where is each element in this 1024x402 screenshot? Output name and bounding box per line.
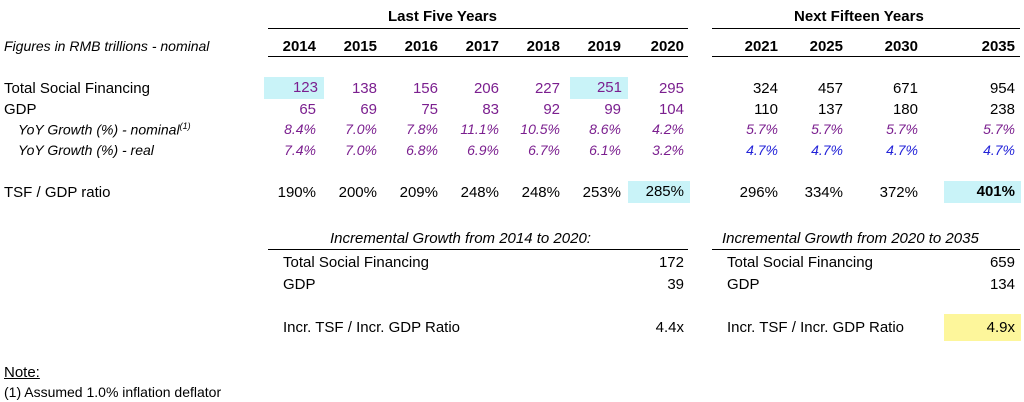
- header-next-fifteen-years: Next Fifteen Years: [794, 8, 924, 25]
- year-header-2015: 2015: [343, 38, 377, 55]
- ratio-cell-2016: 209%: [399, 184, 438, 201]
- year-header-2014: 2014: [282, 38, 316, 55]
- row-label-yoy-real: YoY Growth (%) - real: [18, 142, 154, 158]
- tsf-cell-2019: 251: [570, 77, 628, 99]
- gdp-cell-2018: 92: [543, 101, 560, 118]
- note-heading: Note:: [4, 364, 40, 381]
- header-last-five-years: Last Five Years: [388, 8, 497, 25]
- row-label-tsf: Total Social Financing: [4, 80, 150, 97]
- year-header-2025: 2025: [809, 38, 843, 55]
- incremental-left-tsf-label: Total Social Financing: [283, 254, 429, 271]
- yoy_real-cell-2018: 6.7%: [528, 142, 560, 158]
- incremental-right-ratio-value: 4.9x: [944, 314, 1021, 341]
- yoy_real-cell-2014: 7.4%: [284, 142, 316, 158]
- header-rule-right: [712, 28, 1020, 29]
- incremental-left-gdp-value: 39: [667, 276, 684, 293]
- tsf-cell-2018: 227: [534, 80, 560, 97]
- gdp-cell-2015: 69: [360, 101, 377, 118]
- yoy_real-cell-2019: 6.1%: [589, 142, 621, 158]
- row-label-ratio: TSF / GDP ratio: [4, 184, 111, 201]
- incremental-right-rule: [712, 249, 1020, 250]
- incremental-left-tsf-value: 172: [658, 254, 684, 271]
- yoy_real-cell-2025: 4.7%: [811, 142, 843, 158]
- yoy_nominal-cell-2018: 10.5%: [520, 121, 560, 137]
- figures-note: Figures in RMB trillions - nominal: [4, 38, 210, 54]
- ratio-cell-2025: 334%: [804, 184, 843, 201]
- incremental-right-ratio-label: Incr. TSF / Incr. GDP Ratio: [727, 319, 905, 336]
- year-header-2020: 2020: [650, 38, 684, 55]
- year-header-2017: 2017: [465, 38, 499, 55]
- incremental-right-gdp-label: GDP: [727, 276, 760, 293]
- yoy_nominal-cell-2015: 7.0%: [345, 121, 377, 137]
- row-label-yoy-nominal: YoY Growth (%) - nominal(1): [18, 121, 191, 138]
- tsf-cell-2030: 671: [892, 80, 918, 97]
- gdp-cell-2030: 180: [892, 101, 918, 118]
- yoy_nominal-cell-2016: 7.8%: [406, 121, 438, 137]
- yoy_real-cell-2017: 6.9%: [467, 142, 499, 158]
- yoy_nominal-cell-2017: 11.1%: [460, 121, 499, 137]
- year-header-2021: 2021: [744, 38, 778, 55]
- incremental-right-title: Incremental Growth from 2020 to 2035: [722, 230, 979, 247]
- year-header-2018: 2018: [526, 38, 560, 55]
- yoy_nominal-cell-2020: 4.2%: [652, 121, 684, 137]
- footnote-mark: (1): [179, 121, 191, 131]
- tsf-cell-2016: 156: [412, 80, 438, 97]
- yoy_real-cell-2021: 4.7%: [746, 142, 778, 158]
- yoy_nominal-cell-2019: 8.6%: [589, 121, 621, 137]
- ratio-cell-2014: 190%: [277, 184, 316, 201]
- incremental-left-ratio-label: Incr. TSF / Incr. GDP Ratio: [283, 319, 461, 336]
- yoy_real-cell-2035: 4.7%: [983, 142, 1015, 158]
- gdp-cell-2021: 110: [754, 101, 778, 118]
- yoy_nominal-cell-2014: 8.4%: [284, 121, 316, 137]
- tsf-cell-2035: 954: [989, 80, 1015, 97]
- tsf-cell-2020: 295: [658, 80, 684, 97]
- year-header-2035: 2035: [981, 38, 1015, 55]
- yoy_real-cell-2016: 6.8%: [406, 142, 438, 158]
- gdp-cell-2017: 83: [482, 101, 499, 118]
- tsf-cell-2021: 324: [752, 80, 778, 97]
- tsf-cell-2014: 123: [264, 77, 324, 99]
- incremental-left-rule: [268, 249, 688, 250]
- yoy_real-cell-2020: 3.2%: [652, 142, 684, 158]
- incremental-right-gdp-value: 134: [989, 276, 1015, 293]
- tsf-cell-2025: 457: [817, 80, 843, 97]
- year-rule-left: [268, 56, 688, 57]
- yoy_nominal-cell-2021: 5.7%: [746, 121, 778, 137]
- ratio-cell-2020: 285%: [628, 181, 690, 203]
- ratio-cell-2030: 372%: [879, 184, 918, 201]
- yoy_nominal-cell-2035: 5.7%: [983, 121, 1015, 137]
- year-rule-right: [712, 56, 1020, 57]
- gdp-cell-2020: 104: [658, 101, 684, 118]
- yoy_real-cell-2015: 7.0%: [345, 142, 377, 158]
- yoy_nominal-cell-2030: 5.7%: [886, 121, 918, 137]
- gdp-cell-2016: 75: [421, 101, 438, 118]
- row-label-gdp: GDP: [4, 101, 37, 118]
- ratio-cell-2021: 296%: [739, 184, 778, 201]
- gdp-cell-2035: 238: [989, 101, 1015, 118]
- year-header-2016: 2016: [404, 38, 438, 55]
- tsf-cell-2015: 138: [351, 80, 377, 97]
- incremental-right-tsf-label: Total Social Financing: [727, 254, 873, 271]
- incremental-left-title: Incremental Growth from 2014 to 2020:: [330, 230, 591, 247]
- gdp-cell-2025: 137: [817, 101, 843, 118]
- year-header-2030: 2030: [884, 38, 918, 55]
- yoy_nominal-cell-2025: 5.7%: [811, 121, 843, 137]
- ratio-cell-2015: 200%: [338, 184, 377, 201]
- year-header-2019: 2019: [587, 38, 621, 55]
- incremental-left-ratio-value: 4.4x: [655, 319, 684, 336]
- ratio-cell-2035: 401%: [944, 181, 1021, 203]
- note-line-1: (1) Assumed 1.0% inflation deflator: [4, 384, 222, 400]
- incremental-left-gdp-label: GDP: [283, 276, 316, 293]
- yoy_real-cell-2030: 4.7%: [886, 142, 918, 158]
- gdp-cell-2014: 65: [299, 101, 316, 118]
- tsf-cell-2017: 206: [473, 80, 499, 97]
- ratio-cell-2017: 248%: [460, 184, 499, 201]
- ratio-cell-2019: 253%: [582, 184, 621, 201]
- header-rule-left: [268, 28, 688, 29]
- gdp-cell-2019: 99: [604, 101, 621, 118]
- incremental-right-tsf-value: 659: [989, 254, 1015, 271]
- ratio-cell-2018: 248%: [521, 184, 560, 201]
